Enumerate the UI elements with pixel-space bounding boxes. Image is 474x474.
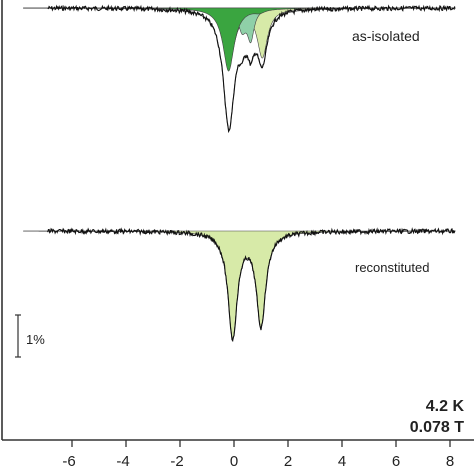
scale-bar-label: 1% — [26, 332, 45, 347]
x-tick-label: 6 — [392, 453, 400, 470]
x-tick-label: 8 — [446, 453, 454, 470]
spectrum-label-reconstituted: reconstituted — [355, 260, 429, 275]
x-tick-label: -2 — [170, 453, 183, 470]
spectrum-data-trace — [47, 4, 456, 134]
temperature-label: 4.2 K — [426, 398, 465, 415]
spectrum-data-trace — [47, 227, 456, 343]
x-tick-label: 2 — [284, 453, 292, 470]
spectrum-component-fill — [23, 230, 456, 340]
scale-bar — [15, 314, 21, 358]
x-tick-label: 0 — [230, 453, 238, 470]
x-tick-label: -6 — [62, 453, 75, 470]
field-label: 0.078 T — [410, 419, 464, 436]
spectrum-label-as-isolated: as-isolated — [352, 28, 420, 44]
x-tick-label: 4 — [338, 453, 346, 470]
spectra-layer — [23, 4, 456, 343]
x-tick-label: -4 — [116, 453, 129, 470]
x-axis-ticks: -6 -4 -2 0 2 4 6 8 — [62, 440, 454, 470]
